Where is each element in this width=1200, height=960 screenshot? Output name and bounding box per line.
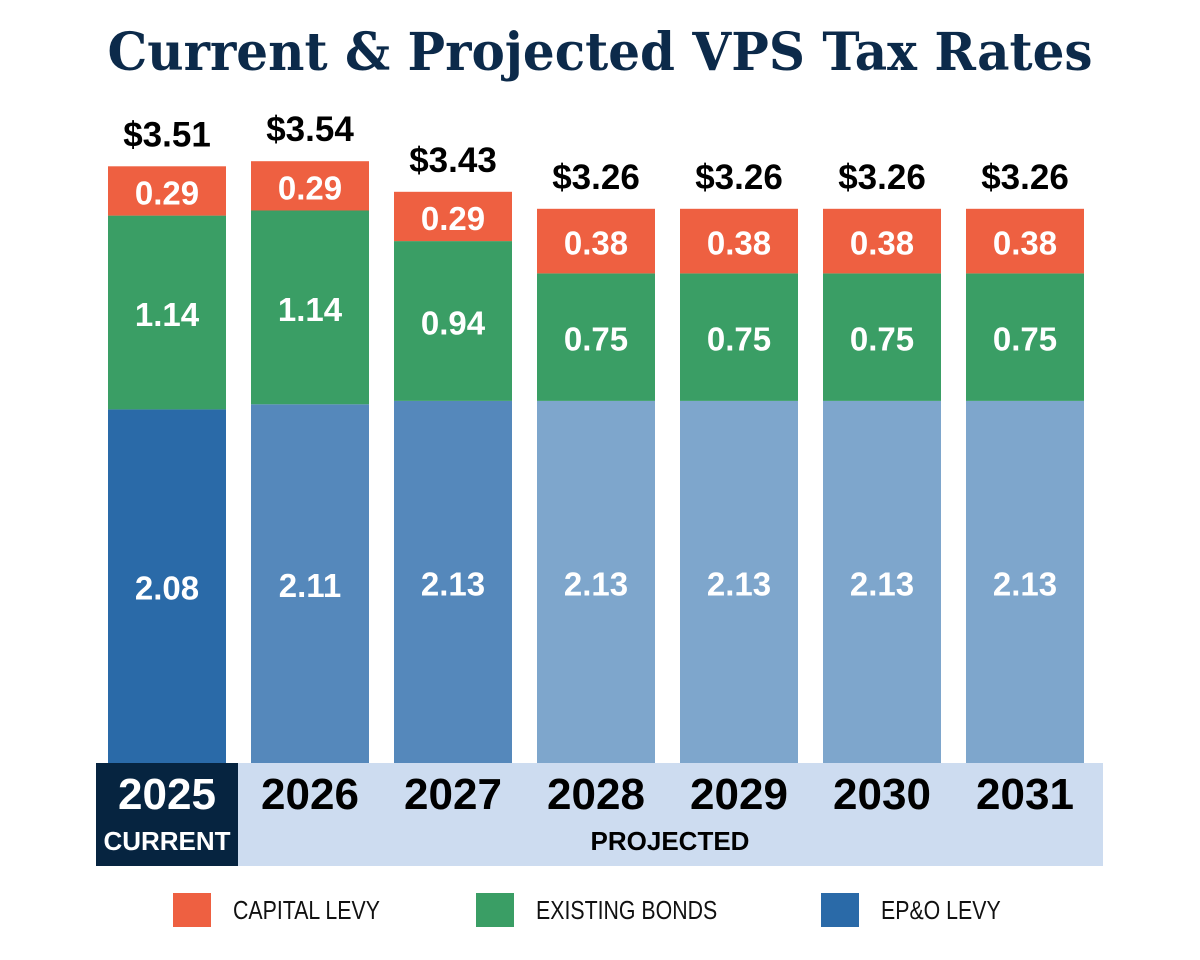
legend-swatch-epo-levy bbox=[821, 893, 860, 927]
data-label-ep-o-levy: 2.08 bbox=[135, 570, 199, 607]
bar-segment-capital-levy bbox=[251, 161, 369, 211]
legend-swatch-existing-bonds bbox=[476, 893, 515, 927]
data-label-capital-levy: 0.29 bbox=[278, 169, 342, 206]
bar-segment-ep-o-levy bbox=[537, 400, 655, 763]
legend-item-capital-levy: CAPITAL LEVY bbox=[172, 893, 412, 927]
data-label-capital-levy: 0.38 bbox=[850, 225, 914, 262]
total-label: $3.26 bbox=[981, 158, 1069, 197]
data-label-existing-bonds: 1.14 bbox=[278, 291, 343, 328]
legend-label: EP&O LEVY bbox=[881, 894, 1001, 925]
data-label-existing-bonds: 1.14 bbox=[135, 296, 200, 333]
bar-segment-ep-o-levy bbox=[394, 400, 512, 763]
bar-segment-existing-bonds bbox=[251, 210, 369, 405]
total-label: $3.51 bbox=[123, 115, 211, 154]
bar-segment-existing-bonds bbox=[823, 273, 941, 401]
data-label-ep-o-levy: 2.13 bbox=[421, 565, 485, 602]
period-label-current: CURRENT bbox=[103, 826, 230, 856]
total-label: $3.54 bbox=[266, 110, 354, 149]
bar-segment-existing-bonds bbox=[108, 215, 226, 410]
data-label-existing-bonds: 0.75 bbox=[707, 321, 771, 358]
bar-segment-existing-bonds bbox=[966, 273, 1084, 401]
x-tick-label: 2030 bbox=[833, 770, 931, 819]
x-tick-label: 2029 bbox=[690, 770, 788, 819]
data-label-capital-levy: 0.38 bbox=[564, 225, 628, 262]
bar-segment-existing-bonds bbox=[680, 273, 798, 401]
x-tick-label: 2028 bbox=[547, 770, 645, 819]
data-label-ep-o-levy: 2.13 bbox=[993, 565, 1057, 602]
bar-segment-capital-levy bbox=[108, 166, 226, 216]
total-label: $3.43 bbox=[409, 141, 497, 180]
bar-segment-capital-levy bbox=[680, 208, 798, 274]
bar-segment-ep-o-levy bbox=[680, 400, 798, 763]
x-tick-label: 2031 bbox=[976, 770, 1074, 819]
legend-item-epo-levy: EP&O LEVY bbox=[821, 893, 1027, 927]
total-label: $3.26 bbox=[695, 158, 783, 197]
legend-label: EXISTING BONDS bbox=[536, 894, 718, 925]
data-label-ep-o-levy: 2.13 bbox=[707, 565, 771, 602]
total-label: $3.26 bbox=[552, 158, 640, 197]
bar-segment-existing-bonds bbox=[394, 241, 512, 401]
data-label-capital-levy: 0.38 bbox=[707, 225, 771, 262]
bar-segment-existing-bonds bbox=[537, 273, 655, 401]
x-tick-label: 2027 bbox=[404, 770, 502, 819]
x-tick-label: 2026 bbox=[261, 770, 359, 819]
data-label-existing-bonds: 0.75 bbox=[564, 321, 628, 358]
data-label-existing-bonds: 0.94 bbox=[421, 305, 486, 342]
data-label-existing-bonds: 0.75 bbox=[993, 321, 1057, 358]
legend-swatch-capital-levy bbox=[172, 893, 211, 927]
legend: CAPITAL LEVY EXISTING BONDS EP&O LEVY bbox=[0, 893, 1200, 927]
legend-item-existing-bonds: EXISTING BONDS bbox=[476, 893, 757, 927]
projected-period-strip bbox=[238, 763, 1103, 866]
chart-title: Current & Projected VPS Tax Rates bbox=[107, 20, 1093, 83]
data-label-ep-o-levy: 2.13 bbox=[850, 565, 914, 602]
x-tick-label: 2025 bbox=[118, 770, 216, 819]
data-label-ep-o-levy: 2.13 bbox=[564, 565, 628, 602]
data-label-capital-levy: 0.29 bbox=[135, 174, 199, 211]
data-label-capital-levy: 0.29 bbox=[421, 200, 485, 237]
bar-segment-capital-levy bbox=[394, 191, 512, 242]
total-label: $3.26 bbox=[838, 158, 926, 197]
bar-segment-ep-o-levy bbox=[251, 404, 369, 763]
bar-segment-capital-levy bbox=[537, 208, 655, 274]
period-label-projected: PROJECTED bbox=[591, 826, 750, 856]
data-label-ep-o-levy: 2.11 bbox=[279, 567, 341, 604]
bar-segment-ep-o-levy bbox=[823, 400, 941, 763]
data-label-capital-levy: 0.38 bbox=[993, 225, 1057, 262]
bar-segment-ep-o-levy bbox=[966, 400, 1084, 763]
bar-segment-ep-o-levy bbox=[108, 409, 226, 763]
legend-label: CAPITAL LEVY bbox=[232, 894, 380, 925]
bar-segment-capital-levy bbox=[823, 208, 941, 274]
current-period-strip bbox=[96, 763, 238, 866]
data-label-existing-bonds: 0.75 bbox=[850, 321, 914, 358]
bar-segment-capital-levy bbox=[966, 208, 1084, 274]
